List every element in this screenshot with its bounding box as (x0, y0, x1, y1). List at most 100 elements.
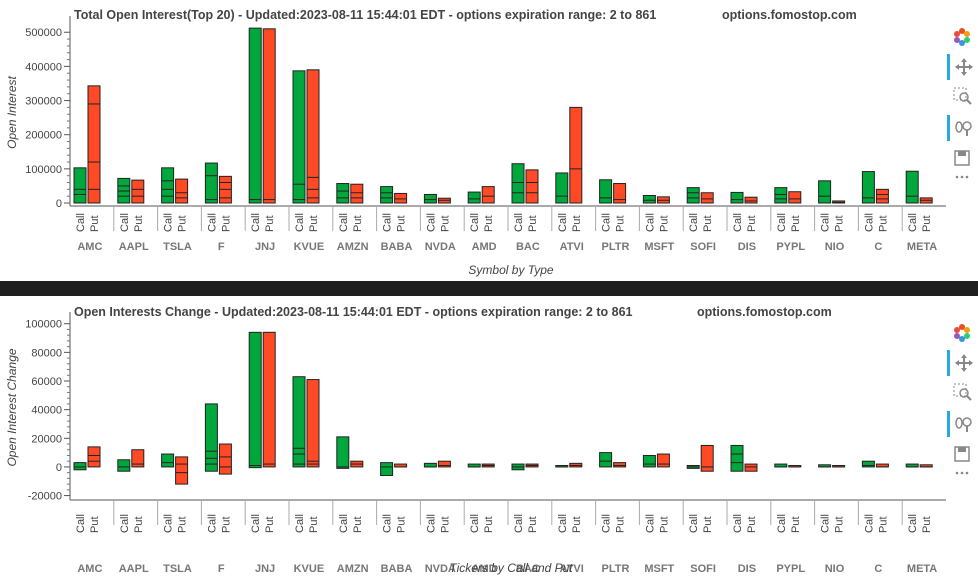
category-label: KVUE (294, 241, 325, 253)
call-bar-meta (905, 170, 919, 204)
box-zoom-icon[interactable] (948, 83, 976, 109)
put-bar-pypl (788, 191, 802, 204)
put-bar-sofi (700, 444, 714, 472)
save-icon[interactable] (948, 145, 976, 171)
call-bar-kvue (292, 70, 306, 204)
y-tick-label: -20000 (28, 491, 62, 503)
y-tick-label: 20000 (31, 433, 62, 445)
category-label: DIS (738, 563, 756, 575)
call-bar-baba (380, 462, 394, 477)
put-bar-tsla (175, 178, 189, 204)
call-bar-amzn (336, 183, 350, 204)
type-label-put: Put (658, 215, 670, 232)
type-label-put: Put (89, 215, 101, 232)
call-bar-dis (730, 191, 744, 204)
category-label: AMZN (337, 563, 369, 575)
type-label-put: Put (571, 215, 583, 232)
type-label-call: Call (557, 514, 569, 533)
type-label-call: Call (820, 514, 832, 533)
type-label-call: Call (907, 213, 919, 232)
put-bar-kvue (306, 69, 320, 204)
type-label-put: Put (702, 215, 714, 232)
put-bar-sofi (700, 192, 714, 204)
type-label-put: Put (352, 516, 364, 533)
put-bar-amzn (350, 183, 364, 204)
category-label: AAPL (119, 241, 149, 253)
category-label: F (218, 241, 225, 253)
pan-move-icon[interactable] (947, 54, 978, 80)
type-label-put: Put (790, 215, 802, 232)
type-label-call: Call (382, 514, 394, 533)
call-bar-c (861, 171, 875, 204)
put-bar-pltr (613, 183, 627, 204)
y-tick-label: 200000 (25, 130, 62, 142)
category-label: PYPL (776, 563, 805, 575)
type-label-put: Put (746, 516, 758, 533)
y-tick-label: 80000 (31, 347, 62, 359)
bokeh-logo-icon (948, 24, 976, 50)
chart-toolbar (946, 0, 978, 281)
category-label: C (874, 241, 882, 253)
y-axis-label: Open Interest Change (5, 348, 19, 466)
category-label: SOFI (690, 563, 716, 575)
type-label-call: Call (250, 514, 262, 533)
open-interest-chart: Total Open Interest(Top 20) - Updated:20… (5, 8, 946, 277)
more-icon[interactable] (948, 466, 976, 480)
type-label-put: Put (834, 215, 846, 232)
type-label-call: Call (776, 213, 788, 232)
type-label-call: Call (75, 213, 87, 232)
put-bar-tsla (175, 456, 189, 485)
type-label-call: Call (863, 213, 875, 232)
type-label-put: Put (220, 215, 232, 232)
more-icon[interactable] (948, 170, 976, 184)
category-label: TSLA (163, 563, 192, 575)
put-bar-pltr (613, 462, 627, 468)
put-bar-dis (744, 196, 758, 204)
category-label: NVDA (425, 563, 456, 575)
wheel-zoom-icon[interactable] (947, 115, 978, 141)
category-label: ATVI (560, 563, 584, 575)
call-bar-jnj (248, 27, 262, 204)
y-tick-label: 100000 (25, 164, 62, 176)
category-label: BAC (516, 563, 540, 575)
y-tick-label: 400000 (25, 61, 62, 73)
call-bar-c (861, 460, 875, 468)
type-label-call: Call (601, 213, 613, 232)
wheel-zoom-icon[interactable] (947, 411, 978, 437)
type-label-call: Call (294, 213, 306, 232)
put-bar-kvue (306, 379, 320, 468)
pan-move-icon[interactable] (947, 350, 978, 376)
type-label-call: Call (513, 514, 525, 533)
category-label: AMZN (337, 241, 369, 253)
category-label: TSLA (163, 241, 192, 253)
type-label-put: Put (439, 215, 451, 232)
type-label-put: Put (483, 516, 495, 533)
call-bar-nvda (423, 462, 437, 468)
type-label-put: Put (396, 516, 408, 533)
type-label-call: Call (863, 514, 875, 533)
open-interest-change-chart: Open Interests Change - Updated:2023-08-… (5, 305, 946, 575)
type-label-put: Put (877, 215, 889, 232)
type-label-put: Put (746, 215, 758, 232)
type-label-call: Call (163, 514, 175, 533)
call-bar-atvi (555, 172, 569, 204)
call-bar-sofi (686, 187, 700, 204)
call-bar-jnj (248, 331, 262, 469)
category-label: PLTR (602, 563, 630, 575)
call-bar-msft (642, 454, 656, 468)
save-icon[interactable] (948, 441, 976, 467)
type-label-put: Put (527, 215, 539, 232)
chart-source: options.fomostop.com (722, 8, 857, 22)
put-bar-aapl (131, 449, 145, 468)
type-label-call: Call (732, 514, 744, 533)
type-label-call: Call (163, 213, 175, 232)
y-tick-label: 40000 (31, 405, 62, 417)
call-bar-amc (73, 167, 87, 204)
call-bar-pltr (599, 452, 613, 468)
type-label-put: Put (352, 215, 364, 232)
category-label: F (218, 563, 225, 575)
put-bar-jnj (262, 28, 276, 204)
type-label-call: Call (907, 514, 919, 533)
type-label-call: Call (206, 514, 218, 533)
box-zoom-icon[interactable] (948, 379, 976, 405)
